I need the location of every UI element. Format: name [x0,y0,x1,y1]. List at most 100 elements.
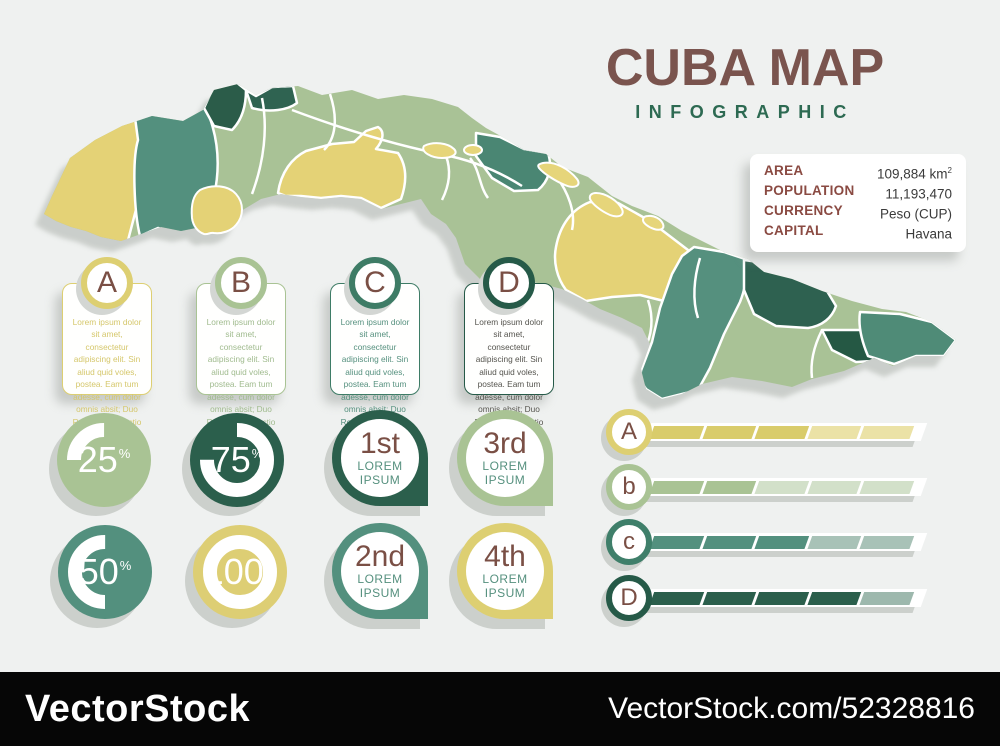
bar-segment [860,535,915,549]
fact-value: Havana [905,226,952,242]
bar-segment [702,425,757,439]
bar-segment [860,425,915,439]
bar-segment [754,480,810,494]
bar-letter: b [622,473,636,500]
bar-segment [860,591,915,605]
fact-label: AREA [764,163,804,178]
donut-value: 50% [78,551,132,592]
donut-arc-svg [67,423,141,497]
info-card-b: B Lorem ipsum dolor sit amet, consectetu… [196,257,286,427]
bar-segment [702,480,757,494]
pin-3rd: 3rd LOREM IPSUM [457,410,553,506]
bar-segment [649,591,704,605]
fact-value: 109,884 km2 [877,166,952,182]
bar-track [644,478,928,496]
islets [190,142,665,236]
card-letter: B [230,266,251,299]
fact-value: Peso (CUP) [879,206,952,222]
bar-segment [807,480,862,494]
donut-value: 100% [203,551,277,592]
bar-badge-d: D [606,575,652,621]
bar-segment [754,591,810,605]
card-badge-d: D [483,257,535,309]
bar-segment [754,425,810,439]
pin-caption: IPSUM [484,472,526,487]
pin-rank: 2nd [354,540,406,574]
bar-segment [649,480,704,494]
watermark-url: VectorStock.com/52328816 [608,692,975,725]
info-card-c: C Lorem ipsum dolor sit amet, consectetu… [330,257,420,427]
pin-caption: LOREM [357,458,403,473]
bar-segment [807,591,862,605]
bar-letter: A [620,418,637,445]
pin-face: 2nd LOREM IPSUM [341,532,419,610]
bar-badge-c: c [606,519,652,565]
pin-caption: LOREM [482,458,528,473]
info-card-a: A Lorem ipsum dolor sit amet, consectetu… [62,257,152,427]
pin-rank: 1st [359,427,401,461]
cay [422,142,457,160]
bar-row-b: b [606,464,968,510]
donut-arc-svg [203,535,277,609]
pin-2nd: 2nd LOREM IPSUM [332,523,428,619]
bar-badge-a: A [606,409,652,455]
cay [537,161,580,188]
bar-letter: c [623,528,635,555]
pin-rank: 3rd [483,427,527,461]
fact-value: 11,193,470 [885,186,952,202]
donut-chart-100: 100% [193,525,287,619]
donut-arc-svg [200,423,274,497]
watermark-brand: VectorStock [25,687,251,730]
pin-caption: LOREM [482,571,528,586]
cuba-map [35,84,956,410]
donut-chart-25: 25% [57,413,151,507]
page-subtitle: INFOGRAPHIC [635,102,855,122]
facts-panel: AREA 109,884 km2 POPULATION 11,193,470 C… [750,154,966,252]
pin-caption: IPSUM [484,585,526,600]
bar-track [644,589,928,607]
fact-row-capital: CAPITAL Havana [764,223,952,243]
bar-track [644,533,928,551]
cay [462,144,484,156]
bar-row-c: c [606,519,968,565]
bar-letter: D [620,584,638,611]
fact-row-currency: CURRENCY Peso (CUP) [764,203,952,223]
bar-segment [649,425,704,439]
bar-segment [754,535,810,549]
cay [641,214,665,231]
card-letter: D [498,266,520,299]
bar-segment [807,535,862,549]
bar-segment [649,535,704,549]
watermark-bar: VectorStock VectorStock.com/52328816 [0,672,1000,746]
bar-row-a: A [606,409,968,455]
pin-rank: 4th [484,540,526,574]
fact-label: CAPITAL [764,223,824,238]
card-badge-a: A [81,257,133,309]
bar-segment [860,480,915,494]
pin-1st: 1st LOREM IPSUM [332,410,428,506]
pin-caption: IPSUM [359,472,401,487]
bar-segment [702,535,757,549]
province-regions [44,84,956,399]
card-letter: A [96,266,117,299]
fact-label: CURRENCY [764,203,843,218]
cay [588,191,624,218]
donut-arc-svg [68,535,142,609]
donut-chart-50: 50% [58,525,152,619]
page-title: CUBA MAP [605,39,885,97]
donut-value: 75% [210,439,264,480]
fact-row-area: AREA 109,884 km2 [764,163,952,183]
bar-badge-b: b [606,464,652,510]
card-badge-c: C [349,257,401,309]
fact-label: POPULATION [764,183,855,198]
pin-face: 3rd LOREM IPSUM [466,419,544,497]
bar-segment [807,425,862,439]
pin-face: 1st LOREM IPSUM [341,419,419,497]
bar-track [644,423,928,441]
card-letter: C [364,266,386,299]
pin-caption: IPSUM [359,585,401,600]
bar-segment [702,591,757,605]
card-badge-b: B [215,257,267,309]
title-block: CUBA MAP INFOGRAPHIC [585,42,905,123]
